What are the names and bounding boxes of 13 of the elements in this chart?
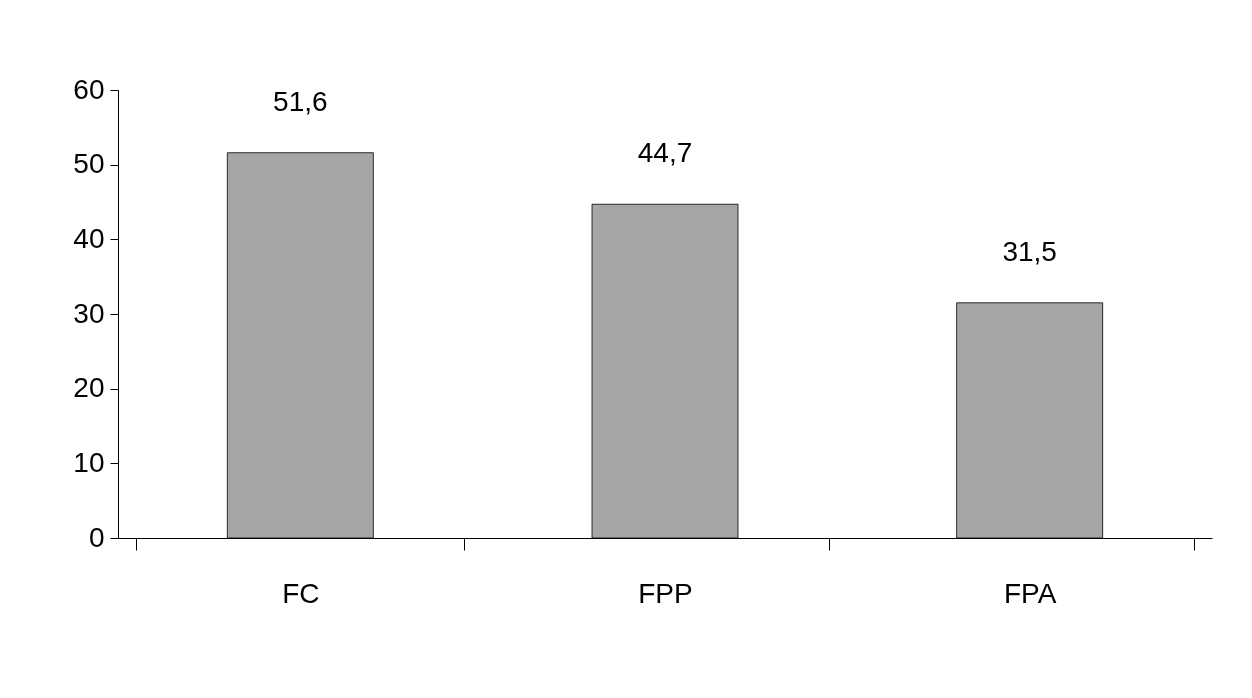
data-label: 44,7 [637, 137, 693, 169]
y-tick-label: 40 [73, 222, 105, 254]
y-tick-label: 60 [73, 73, 105, 105]
data-label: 31,5 [1002, 235, 1057, 267]
x-tick-label: FPP [638, 577, 693, 609]
y-tick-label: 10 [73, 446, 105, 478]
y-tick-label: 30 [73, 297, 105, 329]
y-tick-label: 20 [73, 372, 105, 404]
data-label: 51,6 [273, 85, 328, 117]
x-tick-label: FC [282, 577, 320, 609]
y-tick-label: 50 [73, 148, 105, 180]
x-tick-label: FPA [1003, 577, 1057, 609]
y-tick-label: 0 [88, 521, 105, 553]
